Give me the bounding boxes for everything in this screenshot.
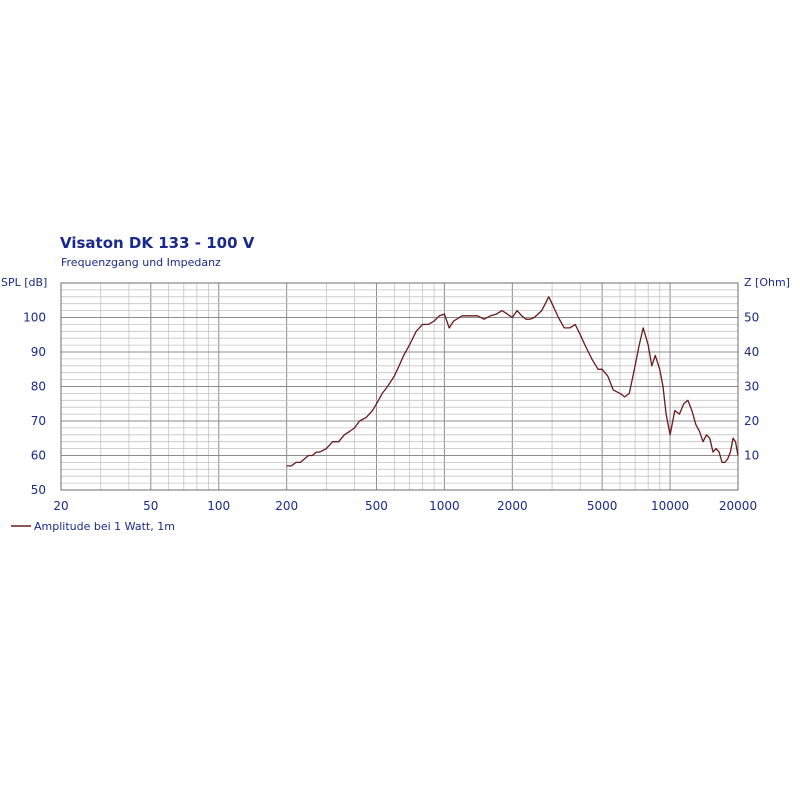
y2-tick-label: 30: [744, 380, 759, 394]
y2-tick-label: 20: [744, 414, 759, 428]
x-tick-label: 5000: [587, 499, 618, 513]
y-tick-label: 50: [31, 483, 46, 497]
chart-title: Visaton DK 133 - 100 V: [60, 234, 255, 252]
y2-tick-label: 10: [744, 449, 759, 463]
x-tick-label: 50: [143, 499, 158, 513]
grid: [60, 282, 739, 491]
y-tick-label: 70: [31, 414, 46, 428]
series-layer: [286, 296, 739, 467]
y-tick-label: 90: [31, 345, 46, 359]
legend: Amplitude bei 1 Watt, 1m: [11, 520, 175, 533]
plot-frame: [60, 282, 739, 491]
y2-tick-label: 50: [744, 311, 759, 325]
y-tick-label: 80: [31, 380, 46, 394]
x-tick-label: 20: [53, 499, 68, 513]
series-line-0: [286, 296, 739, 467]
x-tick-label: 100: [207, 499, 230, 513]
x-tick-label: 20000: [719, 499, 757, 513]
y2-tick-label: 40: [744, 345, 759, 359]
y-axis-label: SPL [dB]: [1, 276, 47, 289]
chart-subtitle: Frequenzgang und Impedanz: [61, 256, 221, 269]
x-tick-label: 500: [365, 499, 388, 513]
x-tick-label: 200: [275, 499, 298, 513]
tick-labels: 20 50 100 200 500 1000 2000 5000 10000 20000 50 60 7…: [23, 311, 759, 514]
x-tick-label: 2000: [497, 499, 528, 513]
y-tick-label: 100: [23, 311, 46, 325]
y-tick-label: 60: [31, 449, 46, 463]
x-tick-label: 10000: [651, 499, 689, 513]
y2-axis-label: Z [Ohm]: [744, 276, 790, 289]
x-tick-label: 1000: [429, 499, 460, 513]
legend-label: Amplitude bei 1 Watt, 1m: [34, 520, 175, 533]
